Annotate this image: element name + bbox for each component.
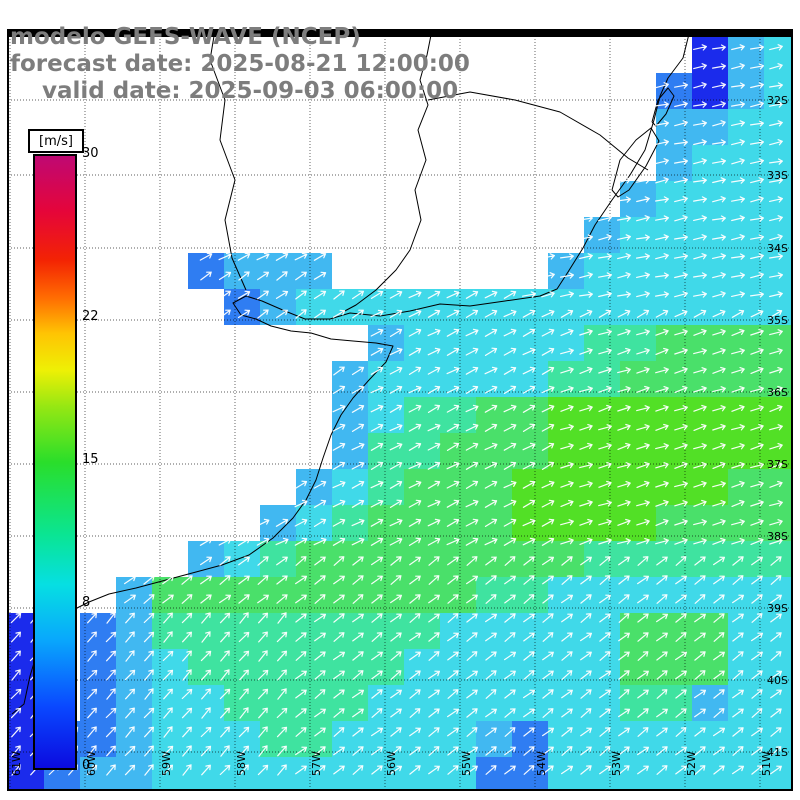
lon-label: 55W <box>460 751 473 776</box>
lat-label: 40S <box>767 674 788 687</box>
axis-labels: 32S 33S 34S 35S 36S 37S 38S 39S 40S 41S 61W 60W 59W 5… <box>10 94 788 776</box>
lon-label: 59W <box>160 751 173 776</box>
lat-label: 38S <box>767 530 788 543</box>
valid-date-label: valid date: 2025-09-03 06:00:00 <box>42 78 459 104</box>
colorbar-tick: 0 <box>82 758 91 773</box>
coastline <box>11 29 691 715</box>
colorbar-tick: 8 <box>82 594 91 610</box>
lon-label: 58W <box>235 751 248 776</box>
lat-label: 33S <box>767 169 788 182</box>
lat-label: 36S <box>767 386 788 399</box>
lat-label: 34S <box>767 242 788 255</box>
lon-label: 56W <box>385 751 398 776</box>
lat-label: 41S <box>767 746 788 759</box>
colorbar-tick: 30 <box>82 146 99 161</box>
lon-label: 54W <box>535 751 548 776</box>
lat-label: 32S <box>767 94 788 107</box>
sea-cells <box>8 37 792 790</box>
forecast-date-label: forecast date: 2025-08-21 12:00:00 <box>10 51 470 77</box>
colorbar-tick: 22 <box>82 309 99 325</box>
lat-label: 35S <box>767 314 788 327</box>
wind-arrows <box>10 44 783 776</box>
grid-lines <box>8 30 792 790</box>
lat-label: 39S <box>767 602 788 615</box>
lon-label: 52W <box>685 751 698 776</box>
lon-label: 57W <box>310 751 323 776</box>
lon-label: 60W <box>85 751 98 776</box>
colorbar-tick: 15 <box>82 452 99 467</box>
colorbar <box>33 154 77 770</box>
colorbar-unit-label: [m/s] <box>28 129 84 153</box>
lon-label: 51W <box>760 751 773 776</box>
lon-label: 53W <box>610 751 623 776</box>
lat-label: 37S <box>767 458 788 471</box>
model-title: modelo GEFS-WAVE (NCEP) <box>10 24 361 50</box>
lon-label: 61W <box>10 751 23 776</box>
map-frame <box>7 29 793 791</box>
